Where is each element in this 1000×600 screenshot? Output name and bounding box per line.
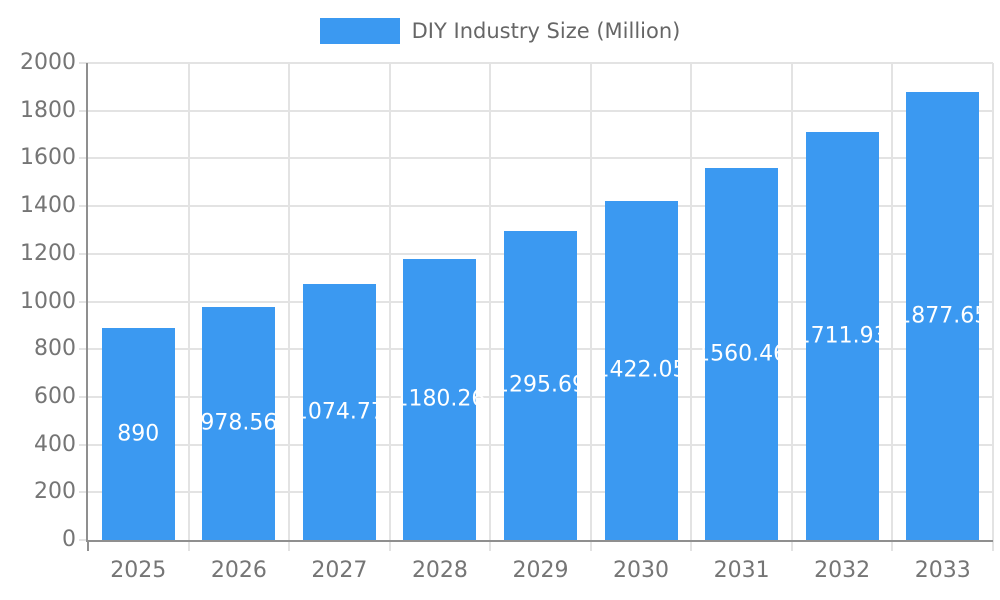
gridline-vertical <box>489 63 492 540</box>
bar-2025[interactable] <box>101 327 175 540</box>
y-axis-tick-label: 600 <box>34 383 76 409</box>
gridline-horizontal <box>88 205 993 208</box>
gridline-horizontal <box>88 109 993 112</box>
y-axis-tick-label: 1200 <box>20 240 76 266</box>
y-axis-tick <box>79 300 88 303</box>
legend[interactable]: DIY Industry Size (Million) <box>0 18 1000 44</box>
y-axis-tick <box>79 539 88 541</box>
y-axis-tick <box>79 395 88 398</box>
x-axis-tick <box>891 540 894 551</box>
legend-label: DIY Industry Size (Million) <box>411 19 681 43</box>
bar-2028[interactable] <box>403 258 477 540</box>
y-axis-tick-label: 1000 <box>20 288 76 314</box>
y-axis-tick <box>79 443 88 446</box>
y-axis-line <box>86 63 88 542</box>
x-axis-tick-label: 2029 <box>512 558 569 583</box>
x-axis-tick <box>690 540 693 551</box>
bar-2033[interactable] <box>906 92 980 540</box>
y-axis-tick-label: 1400 <box>20 193 76 219</box>
x-axis-tick-label: 2033 <box>914 558 971 583</box>
plot-area: 890 978.56 1074.77 1180.26 1295.69 1422.05 156… <box>88 62 994 540</box>
y-axis-tick <box>79 109 88 112</box>
gridline-vertical <box>992 63 994 540</box>
bar-2027[interactable] <box>302 283 376 540</box>
gridline-vertical <box>589 63 592 540</box>
gridline-vertical <box>288 63 291 540</box>
x-axis-tick <box>489 540 492 551</box>
x-axis-tick <box>589 540 592 551</box>
x-axis-tick <box>388 540 391 551</box>
gridline-vertical <box>388 63 391 540</box>
gridline-horizontal <box>88 62 993 64</box>
x-axis-tick-label: 2027 <box>311 558 368 583</box>
gridline-vertical <box>790 63 793 540</box>
y-axis-tick-label: 400 <box>34 431 76 457</box>
y-axis-tick-label: 0 <box>62 527 76 552</box>
x-axis-tick <box>87 540 89 551</box>
y-axis-tick-label: 1600 <box>20 145 76 171</box>
legend-swatch <box>319 18 400 44</box>
x-axis-tick <box>790 540 793 551</box>
bar-2031[interactable] <box>705 167 779 540</box>
y-axis-tick-label: 1800 <box>20 97 76 123</box>
y-axis-tick <box>79 252 88 255</box>
y-axis-tick <box>79 348 88 351</box>
y-axis-tick <box>79 157 88 160</box>
y-axis-tick <box>79 62 88 64</box>
x-axis-line <box>86 540 993 542</box>
y-axis-tick <box>79 491 88 494</box>
gridline-vertical <box>690 63 693 540</box>
y-axis-tick-label: 2000 <box>20 50 76 75</box>
gridline-vertical <box>187 63 190 540</box>
x-axis-tick-label: 2030 <box>613 558 670 583</box>
x-axis-tick-label: 2028 <box>411 558 468 583</box>
bar-2026[interactable] <box>202 306 276 540</box>
x-axis-tick <box>288 540 291 551</box>
bar-2030[interactable] <box>604 200 678 540</box>
gridline-vertical <box>891 63 894 540</box>
y-axis-tick-label: 200 <box>34 479 76 505</box>
bar-2029[interactable] <box>504 230 577 540</box>
x-axis-tick-label: 2026 <box>210 558 267 583</box>
x-axis-tick-label: 2031 <box>713 558 770 583</box>
gridline-horizontal <box>88 157 993 160</box>
y-axis-tick <box>79 205 88 208</box>
y-axis-tick-label: 800 <box>34 336 76 362</box>
x-axis-tick-label: 2032 <box>814 558 871 583</box>
x-axis-tick <box>992 540 994 551</box>
x-axis-tick-label: 2025 <box>110 558 167 583</box>
x-axis-tick <box>187 540 190 551</box>
bar-2032[interactable] <box>805 131 879 540</box>
